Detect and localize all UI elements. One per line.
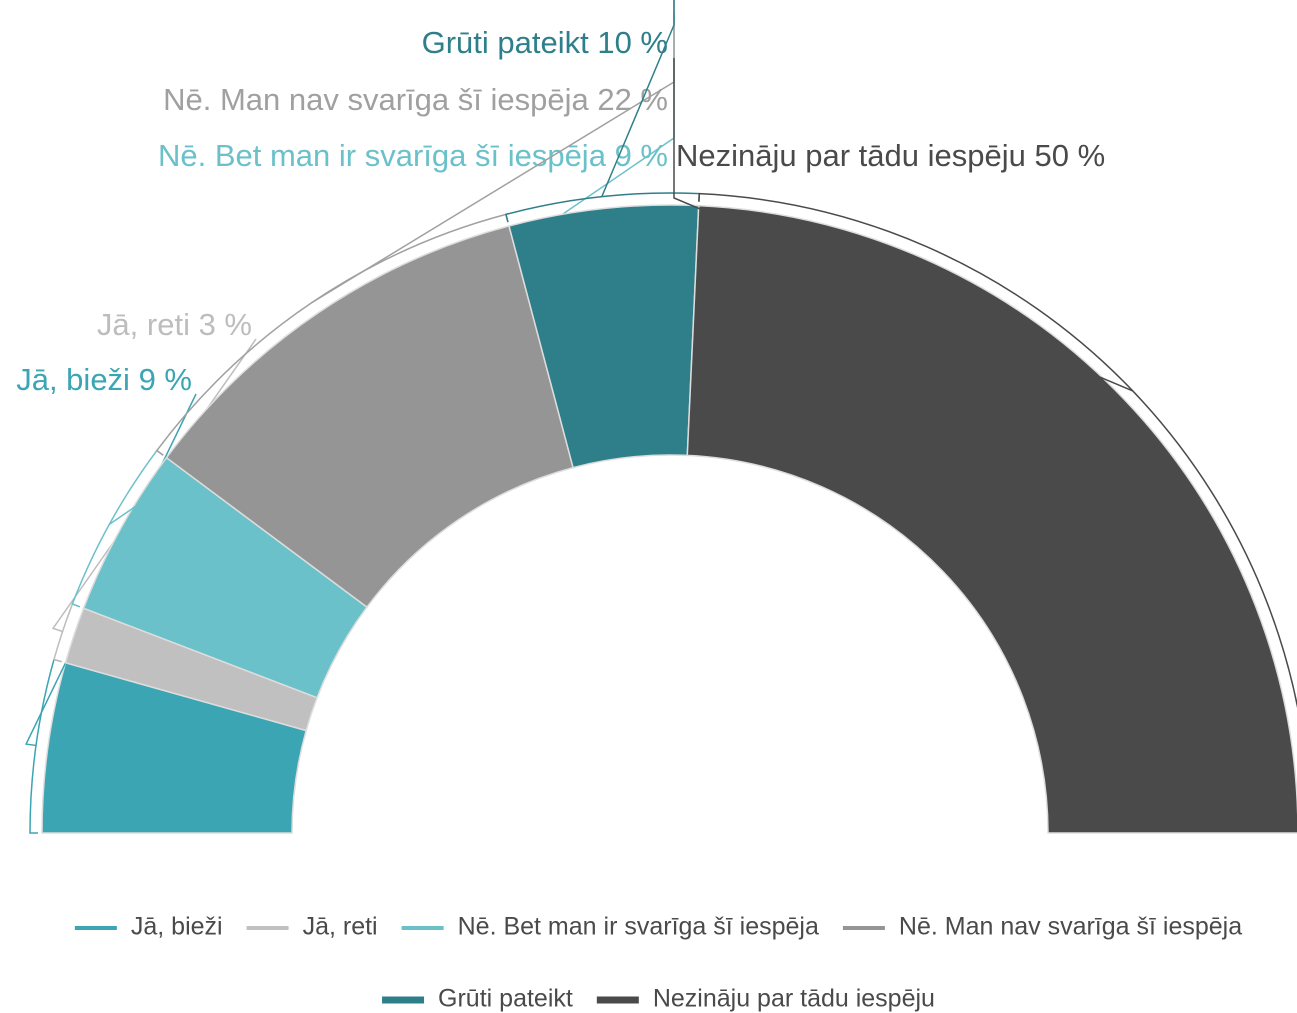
data-label: Nē. Bet man ir svarīga šī iespēja 9 % [158,138,668,173]
data-label: Nezināju par tādu iespēju 50 % [676,138,1105,173]
data-label-space [130,362,139,397]
slice [165,225,575,609]
data-label-value: 50 % [1034,138,1105,173]
leader-line [673,58,1134,392]
data-label-category: Grūti pateikt [422,25,590,60]
data-label-category: Nezināju par tādu iespēju [676,138,1026,173]
data-label-space [589,82,598,117]
data-label-space [190,307,199,342]
legend-row: Grūti pateikt Nezināju par tādu iespēju [382,985,935,1013]
data-label-value: 9 % [139,362,192,397]
data-label: Nē. Man nav svarīga šī iespēja 22 % [163,82,668,117]
data-label-value: 22 % [597,82,668,117]
data-label-value: 10 % [597,25,668,60]
data-label-space [589,25,598,60]
legend-label: Jā, bieži [131,913,223,941]
data-label: Grūti pateikt 10 % [422,25,668,60]
legend-label: Grūti pateikt [438,985,573,1013]
data-label-category: Nē. Bet man ir svarīga šī iespēja [158,138,607,173]
leader-line [601,0,675,197]
data-label-category: Jā, bieži [16,362,130,397]
slice [686,204,1297,834]
data-label-value: 3 % [199,307,252,342]
legend-label: Nē. Man nav svarīga šī iespēja [899,913,1242,941]
data-label-category: Nē. Man nav svarīga šī iespēja [163,82,589,117]
data-label: Jā, bieži 9 % [16,362,192,397]
legend-label: Nezināju par tādu iespēju [653,985,935,1013]
legend-label: Jā, reti [303,913,378,941]
leader-bracket [29,658,62,834]
data-label-category: Jā, reti [97,307,190,342]
data-label-space [1026,138,1035,173]
legend-label: Nē. Bet man ir svarīga šī iespēja [458,913,819,941]
data-label: Jā, reti 3 % [97,307,252,342]
legend-row: Jā, bieži Jā, reti Nē. Bet man ir svarīga … [74,913,1242,941]
data-label-value: 9 % [615,138,668,173]
